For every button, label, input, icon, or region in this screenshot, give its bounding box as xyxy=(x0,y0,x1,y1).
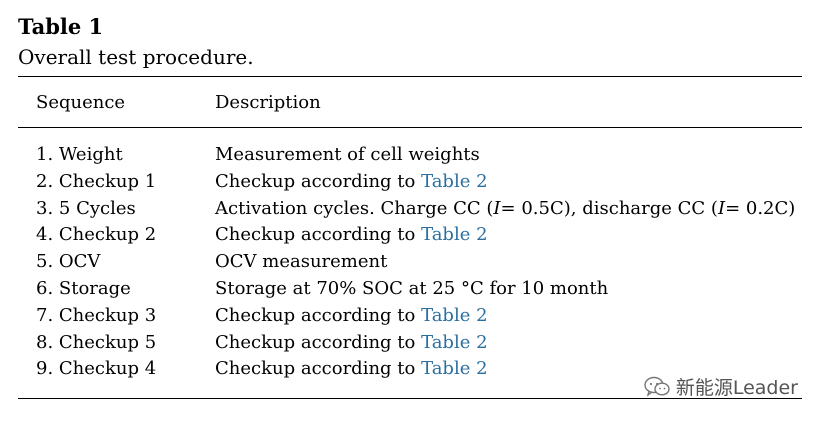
row-description: Measurement of cell weights xyxy=(215,143,480,167)
description-text: Checkup according to xyxy=(215,170,422,192)
description-text: OCV measurement xyxy=(215,251,388,273)
table-row: 7. Checkup 3 Checkup according to Table 2 xyxy=(0,304,822,331)
table-row: 4. Checkup 2 Checkup according to Table 2 xyxy=(0,223,822,250)
description-text: Checkup according to xyxy=(215,224,422,246)
row-sequence: 2. Checkup 1 xyxy=(36,170,157,192)
row-sequence: 6. Storage xyxy=(36,277,131,299)
top-rule xyxy=(18,76,802,77)
header-rule xyxy=(18,127,802,128)
row-description: Activation cycles. Charge CC (I= 0.5C), … xyxy=(215,197,795,221)
header-sequence: Sequence xyxy=(36,92,126,113)
row-description: Checkup according to Table 2 xyxy=(215,357,488,381)
wechat-icon xyxy=(644,376,670,398)
current-symbol: I xyxy=(493,197,501,219)
bottom-rule xyxy=(18,398,802,399)
header-description: Description xyxy=(215,92,321,113)
description-text: Measurement of cell weights xyxy=(215,144,480,165)
table-row: 9. Checkup 4 Checkup according to Table 2 xyxy=(0,357,822,384)
row-sequence: 4. Checkup 2 xyxy=(36,224,157,246)
table-caption: Overall test procedure. xyxy=(18,45,254,69)
row-sequence: 9. Checkup 4 xyxy=(36,358,157,380)
description-text: Checkup according to xyxy=(215,304,422,326)
watermark-text: 新能源Leader xyxy=(675,377,798,399)
row-description: Checkup according to Table 2 xyxy=(215,304,488,328)
row-description: Storage at 70% SOC at 25 °C for 10 month xyxy=(215,277,608,301)
table-row: 5. OCV OCV measurement xyxy=(0,250,822,277)
description-text: = 0.2C) xyxy=(725,197,796,219)
table-body: 1. Weight Measurement of cell weights 2. C… xyxy=(0,143,822,384)
table-row: 2. Checkup 1 Checkup according to Table 2 xyxy=(0,170,822,197)
description-text: Checkup according to xyxy=(215,331,422,353)
watermark: 新能源Leader xyxy=(644,373,798,400)
table-row: 6. Storage Storage at 70% SOC at 25 °C fo… xyxy=(0,277,822,304)
table-row: 3. 5 Cycles Activation cycles. Charge CC … xyxy=(0,197,822,224)
row-description: OCV measurement xyxy=(215,250,387,274)
table-reference-link[interactable]: Table 2 xyxy=(421,331,488,353)
table-reference-link[interactable]: Table 2 xyxy=(421,304,488,326)
table-reference-link[interactable]: Table 2 xyxy=(421,224,488,246)
row-description: Checkup according to Table 2 xyxy=(215,331,488,355)
description-text: Activation cycles. Charge CC ( xyxy=(215,197,494,219)
row-sequence: 5. OCV xyxy=(36,251,101,273)
table-reference-link[interactable]: Table 2 xyxy=(421,170,488,192)
description-text: Checkup according to xyxy=(215,358,422,380)
current-symbol: I xyxy=(717,197,726,219)
table-row: 1. Weight Measurement of cell weights xyxy=(0,143,822,170)
table-row: 8. Checkup 5 Checkup according to Table 2 xyxy=(0,331,822,358)
row-sequence: 7. Checkup 3 xyxy=(36,304,157,326)
row-sequence: 3. 5 Cycles xyxy=(36,197,136,219)
row-sequence: 1. Weight xyxy=(36,144,123,165)
row-description: Checkup according to Table 2 xyxy=(215,223,488,247)
description-text: = 0.5C), discharge CC ( xyxy=(500,197,718,219)
row-sequence: 8. Checkup 5 xyxy=(36,331,157,353)
table-title: Table 1 xyxy=(18,14,104,39)
description-text: Storage at 70% SOC at 25 °C for 10 month xyxy=(215,277,609,299)
row-description: Checkup according to Table 2 xyxy=(215,170,488,194)
table-reference-link[interactable]: Table 2 xyxy=(421,358,488,380)
